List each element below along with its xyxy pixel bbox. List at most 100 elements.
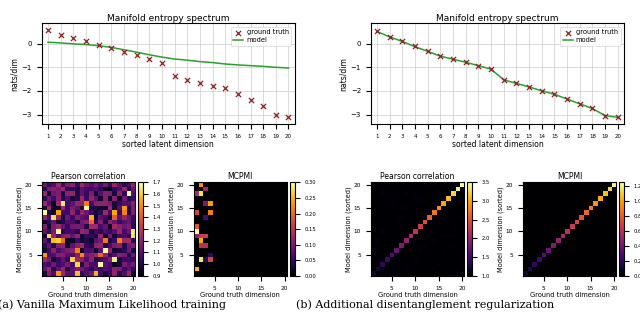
ground truth — [81, 39, 91, 44]
model — [95, 44, 102, 48]
ground truth — [448, 57, 458, 62]
model — [234, 63, 242, 67]
ground truth — [435, 54, 445, 59]
model — [487, 67, 495, 71]
model — [449, 57, 457, 61]
Legend: ground truth, model: ground truth, model — [230, 27, 291, 46]
ground truth — [524, 84, 534, 89]
ground truth — [284, 114, 294, 119]
ground truth — [397, 39, 408, 44]
model — [246, 64, 254, 68]
model — [221, 62, 229, 66]
ground truth — [474, 63, 484, 68]
Y-axis label: nats/dim: nats/dim — [10, 57, 19, 91]
ground truth — [499, 77, 509, 82]
Title: MCPMI: MCPMI — [557, 172, 582, 182]
ground truth — [207, 84, 218, 89]
model — [158, 55, 166, 59]
Y-axis label: Model dimension (sorted): Model dimension (sorted) — [498, 186, 504, 272]
ground truth — [245, 97, 255, 102]
ground truth — [233, 91, 243, 96]
X-axis label: Ground truth dimension: Ground truth dimension — [378, 292, 458, 298]
Title: Pearson correlation: Pearson correlation — [51, 172, 125, 182]
Legend: ground truth, model: ground truth, model — [560, 27, 621, 46]
model — [272, 65, 280, 69]
Title: Pearson correlation: Pearson correlation — [380, 172, 455, 182]
ground truth — [220, 86, 230, 91]
Text: (a) Vanilla Maximum Likelihood training: (a) Vanilla Maximum Likelihood training — [0, 299, 226, 310]
Title: Manifold entropy spectrum: Manifold entropy spectrum — [107, 14, 230, 23]
model — [259, 64, 267, 68]
ground truth — [422, 49, 433, 54]
model — [386, 35, 394, 39]
model — [69, 42, 77, 46]
ground truth — [511, 81, 522, 86]
model — [171, 57, 179, 61]
X-axis label: Ground truth dimension: Ground truth dimension — [200, 292, 280, 298]
model — [513, 81, 520, 85]
model — [399, 40, 406, 44]
Line: model: model — [48, 42, 289, 68]
ground truth — [106, 46, 116, 51]
model — [525, 85, 533, 89]
ground truth — [170, 74, 180, 79]
ground truth — [43, 27, 53, 32]
X-axis label: Ground truth dimension: Ground truth dimension — [529, 292, 609, 298]
ground truth — [93, 42, 104, 47]
ground truth — [486, 67, 496, 72]
Y-axis label: nats/dim: nats/dim — [339, 57, 348, 91]
ground truth — [410, 44, 420, 49]
ground truth — [144, 57, 154, 62]
model — [209, 61, 216, 64]
ground truth — [549, 92, 559, 97]
ground truth — [600, 114, 610, 119]
ground truth — [612, 115, 623, 120]
model — [412, 45, 419, 49]
model — [57, 41, 65, 45]
X-axis label: Ground truth dimension: Ground truth dimension — [49, 292, 129, 298]
model — [563, 97, 571, 101]
model — [424, 49, 431, 53]
model — [285, 66, 292, 70]
ground truth — [182, 77, 192, 82]
ground truth — [56, 33, 66, 38]
model — [145, 53, 153, 57]
ground truth — [157, 60, 167, 65]
ground truth — [131, 53, 141, 58]
model — [44, 40, 52, 44]
ground truth — [385, 34, 395, 39]
ground truth — [271, 113, 281, 118]
model — [614, 115, 621, 119]
Line: model: model — [377, 32, 618, 117]
model — [550, 92, 558, 96]
Title: Manifold entropy spectrum: Manifold entropy spectrum — [436, 14, 559, 23]
ground truth — [372, 29, 382, 34]
model — [196, 60, 204, 64]
Text: (b) Additional disentanglement regularization: (b) Additional disentanglement regulariz… — [296, 299, 555, 310]
model — [475, 64, 483, 68]
X-axis label: sorted latent dimension: sorted latent dimension — [451, 140, 543, 149]
ground truth — [461, 59, 471, 64]
Y-axis label: Model dimension (sorted): Model dimension (sorted) — [17, 186, 23, 272]
ground truth — [68, 36, 78, 41]
model — [132, 50, 140, 54]
model — [601, 114, 609, 117]
Y-axis label: Model dimension (sorted): Model dimension (sorted) — [346, 186, 352, 272]
ground truth — [588, 106, 598, 111]
Title: MCPMI: MCPMI — [228, 172, 253, 182]
ground truth — [195, 81, 205, 86]
model — [120, 48, 128, 52]
ground truth — [258, 103, 268, 108]
model — [589, 107, 596, 110]
X-axis label: sorted latent dimension: sorted latent dimension — [122, 140, 214, 149]
model — [436, 54, 444, 58]
ground truth — [536, 88, 547, 93]
model — [183, 58, 191, 62]
model — [108, 45, 115, 49]
Y-axis label: Model dimension (sorted): Model dimension (sorted) — [168, 186, 175, 272]
model — [500, 78, 508, 82]
model — [462, 60, 470, 64]
ground truth — [575, 101, 585, 106]
ground truth — [119, 49, 129, 54]
model — [82, 43, 90, 46]
